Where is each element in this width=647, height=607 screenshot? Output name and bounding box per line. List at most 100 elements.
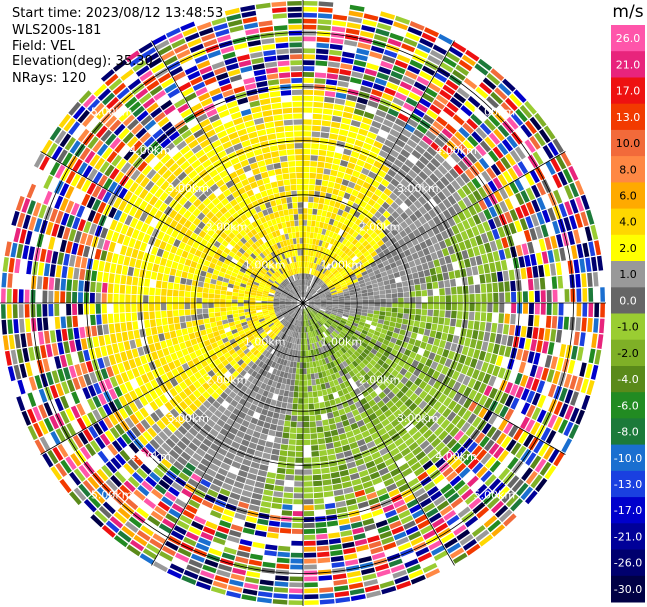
velocity-gate bbox=[192, 452, 203, 462]
velocity-gate bbox=[377, 525, 390, 534]
velocity-gate bbox=[101, 282, 108, 293]
velocity-gate bbox=[427, 486, 439, 497]
velocity-gate bbox=[438, 257, 446, 266]
velocity-gate bbox=[330, 555, 344, 562]
velocity-gate bbox=[347, 398, 355, 406]
velocity-gate bbox=[306, 314, 310, 320]
velocity-gate bbox=[398, 303, 404, 308]
velocity-gate bbox=[235, 416, 244, 425]
velocity-gate bbox=[156, 556, 171, 567]
velocity-gate bbox=[304, 534, 316, 540]
velocity-gate bbox=[315, 251, 320, 258]
velocity-gate bbox=[325, 310, 332, 314]
velocity-gate bbox=[409, 21, 425, 31]
velocity-gate bbox=[328, 285, 335, 290]
velocity-gate bbox=[313, 307, 320, 311]
velocity-gate bbox=[362, 19, 377, 27]
velocity-gate bbox=[452, 114, 465, 126]
velocity-gate bbox=[304, 320, 307, 327]
velocity-gate bbox=[322, 316, 328, 321]
velocity-gate bbox=[1, 272, 7, 288]
velocity-gate bbox=[437, 324, 444, 332]
velocity-gate bbox=[411, 252, 419, 260]
velocity-gate bbox=[219, 558, 234, 567]
velocity-gate bbox=[468, 401, 478, 412]
velocity-gate bbox=[390, 467, 401, 477]
velocity-gate bbox=[497, 323, 504, 334]
velocity-gate bbox=[356, 544, 369, 552]
velocity-gate bbox=[422, 247, 430, 256]
velocity-gate bbox=[532, 327, 539, 340]
velocity-gate bbox=[413, 129, 425, 139]
velocity-gate bbox=[338, 408, 346, 416]
velocity-gate bbox=[312, 125, 321, 132]
velocity-gate bbox=[477, 264, 485, 275]
velocity-gate bbox=[142, 548, 158, 560]
velocity-gate bbox=[45, 249, 53, 263]
velocity-gate bbox=[341, 179, 350, 187]
velocity-gate bbox=[588, 241, 596, 257]
velocity-gate bbox=[333, 352, 339, 360]
velocity-gate bbox=[345, 322, 352, 327]
velocity-gate bbox=[431, 184, 441, 194]
velocity-gate bbox=[329, 423, 337, 431]
velocity-gate bbox=[409, 246, 417, 255]
velocity-gate bbox=[478, 157, 490, 170]
velocity-gate bbox=[467, 475, 479, 488]
velocity-gate bbox=[320, 304, 327, 307]
velocity-gate bbox=[221, 315, 228, 321]
velocity-gate bbox=[306, 226, 311, 232]
velocity-gate bbox=[513, 428, 524, 441]
velocity-gate bbox=[119, 284, 126, 294]
velocity-gate bbox=[446, 333, 454, 343]
velocity-gate bbox=[120, 322, 127, 332]
velocity-gate bbox=[303, 427, 310, 434]
velocity-gate bbox=[57, 252, 65, 265]
velocity-gate bbox=[518, 361, 527, 374]
velocity-gate bbox=[496, 106, 510, 119]
velocity-gate bbox=[411, 86, 424, 97]
velocity-gate bbox=[303, 12, 317, 18]
velocity-gate bbox=[348, 82, 361, 91]
velocity-gate bbox=[552, 289, 558, 302]
velocity-gate bbox=[471, 525, 486, 537]
velocity-gate bbox=[270, 454, 279, 461]
velocity-gate bbox=[358, 556, 372, 564]
velocity-gate bbox=[416, 103, 428, 113]
velocity-gate bbox=[232, 386, 240, 394]
velocity-gate bbox=[316, 167, 324, 174]
velocity-gate bbox=[290, 564, 303, 570]
velocity-gate bbox=[353, 284, 361, 289]
velocity-gate bbox=[305, 285, 308, 292]
velocity-gate bbox=[531, 392, 541, 406]
velocity-gate bbox=[378, 366, 386, 374]
velocity-gate bbox=[399, 404, 408, 413]
velocity-gate bbox=[399, 81, 413, 91]
velocity-gate bbox=[325, 292, 332, 296]
velocity-gate bbox=[514, 146, 526, 160]
velocity-gate bbox=[218, 563, 233, 572]
velocity-gate bbox=[366, 590, 382, 599]
velocity-gate bbox=[389, 128, 400, 138]
velocity-gate bbox=[55, 265, 62, 278]
velocity-gate bbox=[520, 204, 530, 217]
velocity-gate bbox=[375, 109, 387, 118]
velocity-gate bbox=[202, 564, 217, 574]
velocity-gate bbox=[210, 414, 219, 423]
velocity-gate bbox=[423, 202, 432, 212]
velocity-gate bbox=[449, 547, 465, 559]
velocity-gate bbox=[271, 380, 278, 388]
velocity-gate bbox=[463, 398, 473, 409]
velocity-gate bbox=[315, 522, 327, 528]
velocity-gate bbox=[320, 253, 325, 260]
velocity-gate bbox=[279, 358, 285, 365]
velocity-gate bbox=[332, 567, 346, 574]
velocity-gate bbox=[209, 510, 222, 519]
velocity-gate bbox=[487, 218, 497, 230]
velocity-gate bbox=[298, 386, 303, 392]
velocity-gate bbox=[306, 232, 311, 238]
velocity-gate bbox=[430, 49, 445, 61]
velocity-gate bbox=[440, 419, 451, 430]
velocity-gate bbox=[309, 312, 314, 318]
velocity-gate bbox=[416, 43, 431, 54]
